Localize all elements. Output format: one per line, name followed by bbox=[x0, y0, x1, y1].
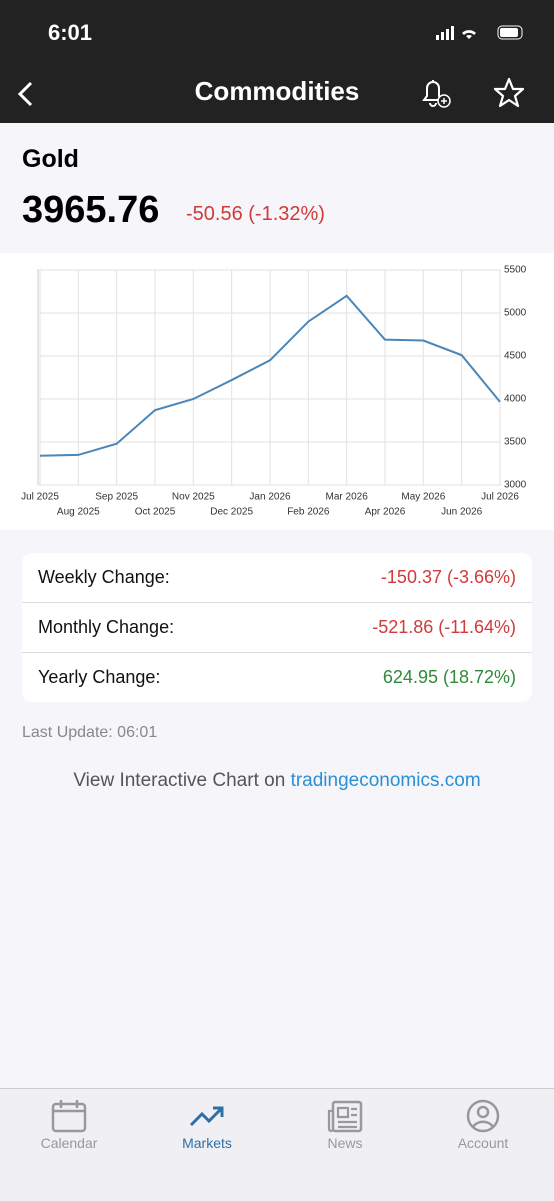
tab-icon bbox=[466, 1099, 500, 1133]
y-tick-label: 5000 bbox=[504, 308, 527, 319]
change-value: -150.37 (-3.66%) bbox=[380, 567, 516, 587]
tab-icon bbox=[327, 1100, 363, 1133]
price-line bbox=[39, 294, 501, 457]
tab[interactable]: Markets bbox=[138, 1089, 276, 1151]
x-tick-label: Dec 2025 bbox=[210, 507, 253, 518]
x-tick-label: Jun 2026 bbox=[441, 507, 483, 518]
tab-icon bbox=[189, 1106, 224, 1127]
y-tick-label: 4000 bbox=[504, 394, 527, 405]
plot-frame bbox=[37, 269, 501, 486]
change-row: Weekly Change: -150.37 (-3.66%) bbox=[22, 553, 532, 602]
x-tick-label: Mar 2026 bbox=[326, 492, 369, 503]
view-link[interactable]: tradingeconomics.com bbox=[290, 770, 481, 791]
x-tick-label: Jan 2026 bbox=[249, 492, 291, 503]
x-tick-label: Sep 2025 bbox=[95, 492, 138, 503]
change-value: -521.86 (-11.64%) bbox=[372, 617, 516, 637]
last-update: Last Update: 06:01 bbox=[22, 724, 158, 741]
tab-icon bbox=[51, 1100, 87, 1133]
x-tick-label: May 2026 bbox=[401, 492, 445, 503]
back-button[interactable] bbox=[14, 80, 38, 108]
tab-label: Account bbox=[457, 1135, 509, 1151]
status-time: 6:01 bbox=[48, 20, 93, 45]
change-label: Monthly Change: bbox=[38, 617, 175, 637]
x-tick-label: Oct 2025 bbox=[135, 507, 176, 518]
view-interactive: View Interactive Chart on tradingeconomi… bbox=[0, 770, 554, 792]
x-tick-label: Nov 2025 bbox=[172, 492, 215, 503]
chart: 3000 3500 4000 4500 5000 5500 Jul 2025 Aug 2025… bbox=[21, 265, 527, 518]
x-tick-label: Apr 2026 bbox=[365, 507, 406, 518]
y-tick-label: 4500 bbox=[504, 351, 527, 362]
change-row: Yearly Change: 624.95 (18.72%) bbox=[22, 652, 532, 702]
asset-summary: Gold 3965.76 -50.56 (-1.32%) bbox=[0, 123, 554, 253]
x-tick-label: Jul 2026 bbox=[481, 492, 519, 503]
asset-name: Gold bbox=[22, 145, 79, 173]
tab-label: News bbox=[327, 1135, 363, 1151]
tab-bar: Calendar Markets News Account bbox=[0, 1088, 554, 1201]
status-icons bbox=[436, 25, 523, 40]
y-tick-label: 3500 bbox=[504, 437, 527, 448]
alert-button[interactable] bbox=[418, 74, 454, 110]
change-label: Weekly Change: bbox=[38, 567, 170, 587]
tab[interactable]: Calendar bbox=[0, 1089, 138, 1151]
header-title: Commodities bbox=[194, 76, 360, 106]
view-text: View Interactive Chart on bbox=[73, 770, 286, 791]
top-bar: 6:01 Commodities bbox=[0, 0, 554, 123]
change-row: Monthly Change: -521.86 (-11.64%) bbox=[22, 602, 532, 652]
tab[interactable]: News bbox=[276, 1089, 414, 1151]
tab[interactable]: Account bbox=[414, 1089, 552, 1151]
x-tick-label: Jul 2025 bbox=[21, 492, 59, 503]
tab-label: Markets bbox=[182, 1135, 232, 1151]
x-tick-label: Feb 2026 bbox=[287, 507, 330, 518]
y-tick-label: 5500 bbox=[504, 265, 527, 276]
y-tick-label: 3000 bbox=[504, 480, 527, 491]
change-value: 624.95 (18.72%) bbox=[382, 667, 516, 687]
change-label: Yearly Change: bbox=[38, 667, 161, 687]
x-tick-label: Aug 2025 bbox=[57, 507, 100, 518]
changes-card: Weekly Change: -150.37 (-3.66%) Monthly C… bbox=[22, 553, 532, 702]
favorite-button[interactable] bbox=[492, 76, 526, 110]
chart-panel: 3000 3500 4000 4500 5000 5500 Jul 2025 Aug 2025… bbox=[0, 253, 554, 530]
asset-change: -50.56 (-1.32%) bbox=[186, 203, 325, 225]
asset-price: 3965.76 bbox=[22, 189, 160, 231]
tab-label: Calendar bbox=[40, 1135, 98, 1151]
